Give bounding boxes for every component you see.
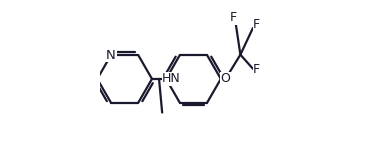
Text: HN: HN: [162, 72, 181, 85]
Text: O: O: [220, 72, 230, 85]
Text: N: N: [106, 49, 116, 62]
Text: F: F: [253, 18, 260, 31]
Text: F: F: [229, 11, 237, 24]
Text: F: F: [253, 63, 260, 76]
